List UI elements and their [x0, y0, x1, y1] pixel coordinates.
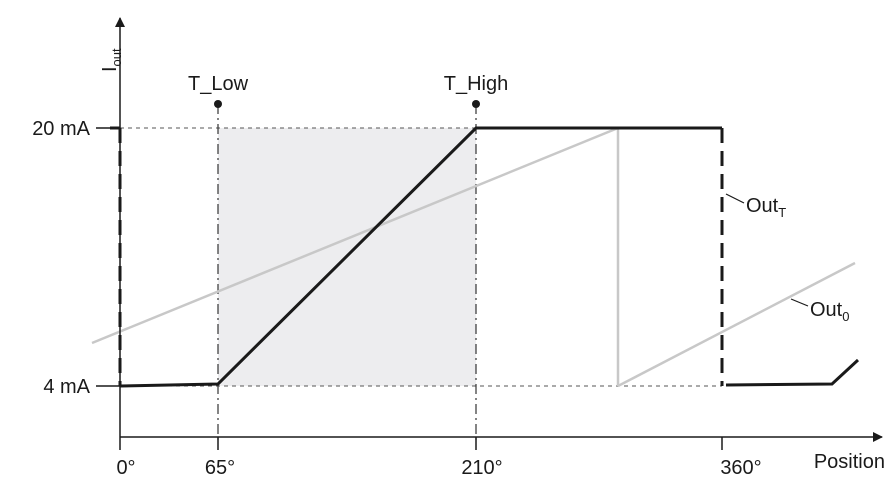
outT-label: OutT — [746, 195, 786, 220]
x-tick-label-0: 0° — [116, 457, 135, 479]
y-tick-label-4ma: 4 mA — [43, 376, 90, 398]
y-axis-label-main: I — [99, 66, 121, 72]
t-low-label: T_Low — [188, 73, 249, 95]
outT-label-sub: T — [778, 205, 786, 220]
y-axis-label-sub: out — [109, 48, 124, 66]
x-axis-label: Position — [814, 451, 885, 473]
t-low-marker-dot — [214, 100, 222, 108]
out0-leader — [790, 298, 809, 307]
outT-label-main: Out — [746, 195, 779, 217]
outT-leader — [725, 193, 745, 204]
x-tick-label-360: 360° — [720, 457, 761, 479]
out0-label-sub: 0 — [842, 309, 849, 324]
t-high-marker-dot — [472, 100, 480, 108]
outT-main-curve — [119, 126, 722, 388]
out0-ramp-2 — [617, 261, 856, 388]
t-high-label: T_High — [444, 73, 508, 95]
y-tick-label-20ma: 20 mA — [32, 118, 90, 140]
out0-ramp-1 — [91, 126, 619, 345]
out0-label-main: Out — [810, 299, 843, 321]
out0-label: Out0 — [810, 299, 849, 324]
x-tick-label-65: 65° — [205, 457, 235, 479]
x-tick-label-210: 210° — [461, 457, 502, 479]
outT-tail — [725, 358, 860, 387]
y-axis-label: Iout — [99, 48, 124, 72]
